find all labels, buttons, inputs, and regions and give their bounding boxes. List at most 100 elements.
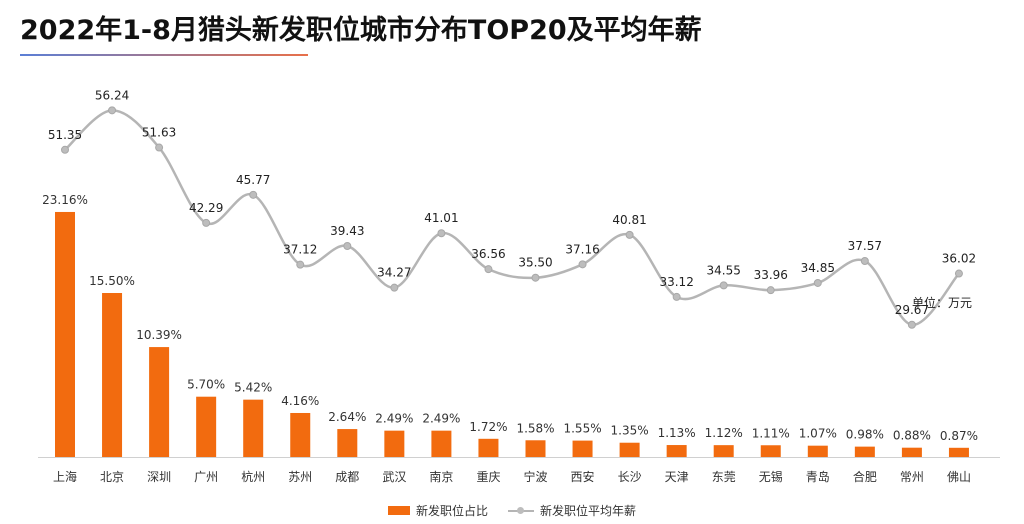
- line-point-5: [296, 260, 305, 269]
- bar-15: [760, 445, 781, 457]
- title-underline: [20, 54, 308, 56]
- line-point-18: [907, 320, 916, 329]
- line-label-13: 33.12: [659, 275, 693, 289]
- line-label-11: 37.16: [565, 242, 599, 256]
- bar-14: [713, 445, 734, 457]
- bar-label-18: 0.88%: [893, 429, 931, 443]
- line-label-12: 40.81: [612, 213, 646, 227]
- line-point-2: [155, 143, 164, 152]
- line-label-18: 29.67: [895, 303, 929, 317]
- line-point-11: [578, 260, 587, 269]
- category-label-2: 深圳: [147, 470, 171, 484]
- bar-label-4: 5.42%: [234, 381, 272, 395]
- bar-label-5: 4.16%: [281, 394, 319, 408]
- combo-chart: 23.16% 上海 15.50% 北京 10.39% 深圳 5.70% 广州 5.42% 杭州 4.…: [38, 88, 1000, 484]
- category-label-16: 青岛: [806, 469, 830, 484]
- category-label-14: 东莞: [712, 470, 736, 484]
- line-label-10: 35.50: [518, 256, 552, 270]
- bar-9: [478, 438, 499, 457]
- category-label-19: 佛山: [947, 470, 971, 484]
- category-label-0: 上海: [53, 469, 77, 484]
- bar-label-9: 1.72%: [469, 420, 507, 434]
- bar-label-11: 1.55%: [563, 422, 601, 436]
- bar-5: [290, 412, 311, 457]
- bar-label-7: 2.49%: [375, 412, 413, 426]
- chart-title: 2022年1-8月猎头新发职位城市分布TOP20及平均年薪: [20, 15, 702, 46]
- bar-19: [948, 447, 969, 457]
- category-label-9: 重庆: [476, 470, 500, 484]
- bar-label-0: 23.16%: [42, 193, 88, 207]
- bar-11: [572, 440, 593, 457]
- bar-8: [431, 430, 452, 457]
- line-point-8: [437, 229, 446, 238]
- line-label-1: 56.24: [95, 88, 129, 102]
- bar-12: [619, 442, 640, 457]
- legend-bar-swatch: [387, 505, 410, 515]
- line-point-15: [766, 286, 775, 295]
- bar-label-3: 5.70%: [187, 378, 225, 392]
- line-label-2: 51.63: [142, 126, 176, 140]
- bar-0: [55, 211, 75, 457]
- bar-label-2: 10.39%: [136, 328, 182, 342]
- bar-label-15: 1.11%: [752, 426, 790, 440]
- line-label-15: 33.96: [754, 268, 788, 282]
- line-label-14: 34.55: [707, 263, 741, 277]
- line-point-13: [672, 292, 681, 301]
- bar-label-16: 1.07%: [799, 427, 837, 441]
- bar-label-13: 1.13%: [658, 426, 696, 440]
- line-point-17: [860, 257, 869, 266]
- category-label-4: 杭州: [241, 469, 265, 484]
- line-point-0: [61, 145, 69, 154]
- legend-line-label: 新发职位平均年薪: [540, 503, 637, 518]
- line-label-9: 36.56: [471, 247, 505, 261]
- salary-line: [64, 109, 960, 327]
- bar-label-12: 1.35%: [611, 424, 649, 438]
- legend-item-bar: 新发职位占比: [387, 502, 488, 519]
- category-label-6: 成都: [335, 470, 359, 484]
- bar-label-8: 2.49%: [422, 412, 460, 426]
- line-point-19: [954, 269, 963, 278]
- bar-16: [807, 445, 828, 457]
- bar-13: [666, 445, 687, 457]
- legend: 新发职位占比 新发职位平均年薪: [0, 500, 1024, 520]
- line-label-19: 36.02: [942, 252, 976, 266]
- bar-7: [384, 430, 405, 457]
- category-label-13: 天津: [665, 470, 689, 484]
- line-point-9: [484, 265, 493, 274]
- line-label-0: 51.35: [48, 128, 82, 142]
- category-label-18: 常州: [900, 470, 924, 484]
- bar-1: [102, 293, 123, 457]
- category-label-7: 武汉: [382, 470, 406, 484]
- line-label-7: 34.27: [377, 266, 411, 280]
- bar-label-17: 0.98%: [846, 428, 884, 442]
- line-point-10: [531, 273, 540, 282]
- line-label-17: 37.57: [848, 239, 882, 253]
- bar-4: [243, 399, 264, 457]
- category-label-8: 南京: [429, 469, 453, 484]
- legend-line-swatch: [508, 506, 534, 515]
- category-label-11: 西安: [571, 469, 595, 484]
- line-point-1: [108, 106, 117, 115]
- line-point-16: [813, 278, 822, 287]
- bar-label-6: 2.64%: [328, 410, 366, 424]
- legend-bar-label: 新发职位占比: [415, 503, 488, 518]
- bar-label-14: 1.12%: [705, 426, 743, 440]
- legend-item-line: 新发职位平均年薪: [508, 502, 636, 519]
- category-label-12: 长沙: [618, 470, 642, 484]
- line-label-5: 37.12: [283, 243, 317, 257]
- bar-label-1: 15.50%: [89, 274, 135, 288]
- line-point-14: [719, 281, 728, 290]
- category-label-3: 广州: [194, 470, 218, 484]
- bar-label-19: 0.87%: [940, 429, 978, 443]
- line-point-6: [343, 241, 352, 250]
- line-point-4: [249, 190, 258, 199]
- category-label-17: 合肥: [853, 469, 877, 484]
- line-point-7: [390, 283, 399, 292]
- bar-2: [149, 347, 170, 457]
- bar-6: [337, 429, 358, 457]
- line-point-3: [202, 218, 211, 227]
- bar-17: [854, 446, 875, 457]
- category-label-1: 北京: [100, 470, 124, 484]
- category-label-5: 苏州: [288, 470, 312, 484]
- line-point-12: [625, 230, 634, 239]
